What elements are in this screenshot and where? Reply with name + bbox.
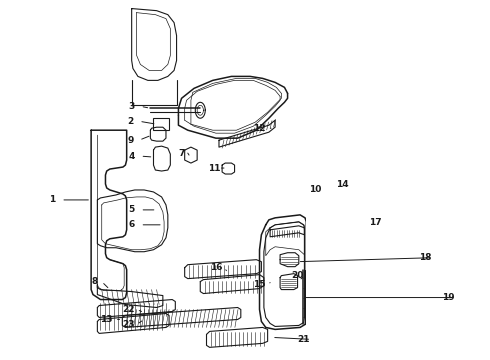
Text: 20: 20 [291, 271, 303, 280]
Text: 21: 21 [297, 335, 309, 344]
Text: 8: 8 [91, 277, 98, 286]
Bar [153, 118, 169, 130]
Text: 23: 23 [122, 320, 135, 329]
Text: 13: 13 [100, 315, 113, 324]
Text: 2: 2 [127, 117, 134, 126]
Text: 11: 11 [208, 163, 220, 172]
Text: 18: 18 [418, 253, 431, 262]
Text: 3: 3 [128, 102, 135, 111]
Text: 22: 22 [122, 305, 135, 314]
Text: 16: 16 [210, 263, 222, 272]
Text: 17: 17 [368, 218, 381, 227]
Text: 1: 1 [49, 195, 55, 204]
Text: 10: 10 [310, 185, 322, 194]
Text: 19: 19 [442, 293, 455, 302]
Text: 7: 7 [178, 149, 185, 158]
Text: 12: 12 [253, 124, 266, 133]
Text: 15: 15 [253, 280, 266, 289]
Text: 9: 9 [127, 136, 134, 145]
Text: 6: 6 [128, 220, 135, 229]
Text: 5: 5 [128, 206, 135, 215]
Text: 4: 4 [128, 152, 135, 161]
Text: 14: 14 [336, 180, 349, 189]
